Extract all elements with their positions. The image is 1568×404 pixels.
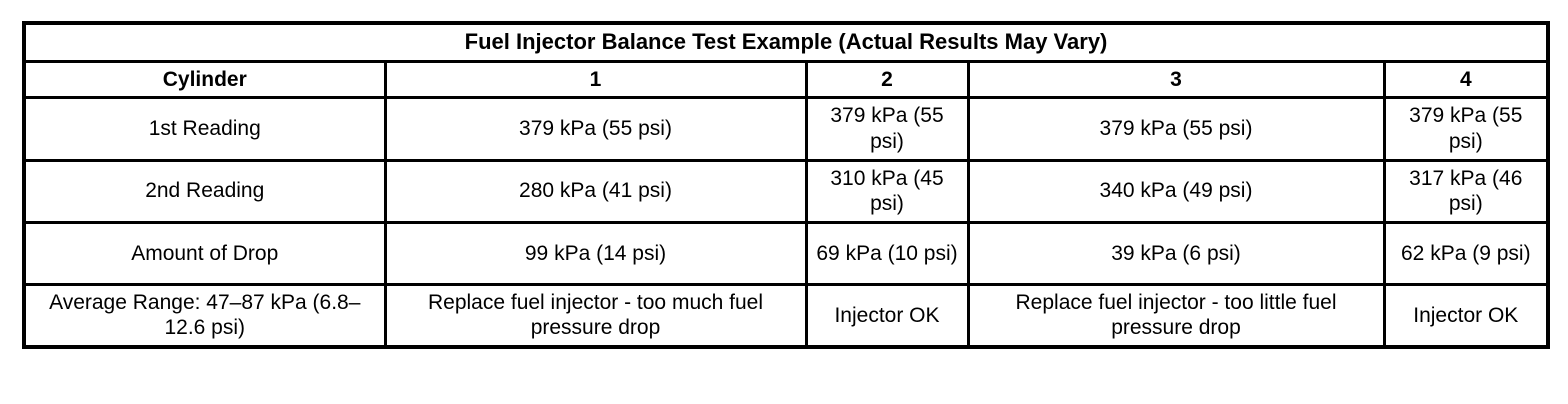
cell-result-cyl3: Replace fuel injector - too little fuel … (966, 282, 1386, 349)
table-row-first-reading: 1st Reading 379 kPa (55 psi) 379 kPa (55… (22, 96, 1550, 162)
cell-drop-cyl2: 69 kPa (10 psi) (804, 220, 970, 286)
cell-first-reading-cyl2: 379 kPa (55 psi) (804, 96, 970, 162)
cell-first-reading-cyl3: 379 kPa (55 psi) (966, 96, 1386, 162)
header-cell-cylinder-1: 1 (383, 59, 808, 100)
table-row-amount-of-drop: Amount of Drop 99 kPa (14 psi) 69 kPa (1… (22, 220, 1550, 286)
cell-first-reading-cyl1: 379 kPa (55 psi) (383, 96, 808, 162)
cell-second-reading-cyl3: 340 kPa (49 psi) (966, 158, 1386, 224)
cell-second-reading-cyl1: 280 kPa (41 psi) (383, 158, 808, 224)
table-row-average-range-result: Average Range: 47–87 kPa (6.8–12.6 psi) … (22, 282, 1550, 349)
header-cell-cylinder-3: 3 (966, 59, 1386, 100)
cell-second-reading-cyl2: 310 kPa (45 psi) (804, 158, 970, 224)
table-title: Fuel Injector Balance Test Example (Actu… (22, 21, 1550, 63)
cell-result-cyl1: Replace fuel injector - too much fuel pr… (383, 282, 808, 349)
header-cell-cylinder: Cylinder (22, 59, 387, 100)
table-header-row: Cylinder 1 2 3 4 (22, 59, 1550, 100)
cell-drop-cyl4: 62 kPa (9 psi) (1382, 220, 1550, 286)
header-cell-cylinder-2: 2 (804, 59, 970, 100)
table-row-second-reading: 2nd Reading 280 kPa (41 psi) 310 kPa (45… (22, 158, 1550, 224)
table-title-row: Fuel Injector Balance Test Example (Actu… (22, 21, 1550, 63)
row-label-second-reading: 2nd Reading (22, 158, 387, 224)
cell-result-cyl4: Injector OK (1382, 282, 1550, 349)
cell-first-reading-cyl4: 379 kPa (55 psi) (1382, 96, 1550, 162)
row-label-amount-of-drop: Amount of Drop (22, 220, 387, 286)
fuel-injector-balance-table: Fuel Injector Balance Test Example (Actu… (22, 21, 1551, 350)
cell-second-reading-cyl4: 317 kPa (46 psi) (1382, 158, 1550, 224)
cell-drop-cyl3: 39 kPa (6 psi) (966, 220, 1386, 286)
header-cell-cylinder-4: 4 (1382, 59, 1550, 100)
cell-drop-cyl1: 99 kPa (14 psi) (383, 220, 808, 286)
row-label-average-range: Average Range: 47–87 kPa (6.8–12.6 psi) (22, 282, 387, 349)
cell-result-cyl2: Injector OK (804, 282, 970, 349)
row-label-first-reading: 1st Reading (22, 96, 387, 162)
injector-balance-table-container: Fuel Injector Balance Test Example (Actu… (22, 21, 1551, 350)
